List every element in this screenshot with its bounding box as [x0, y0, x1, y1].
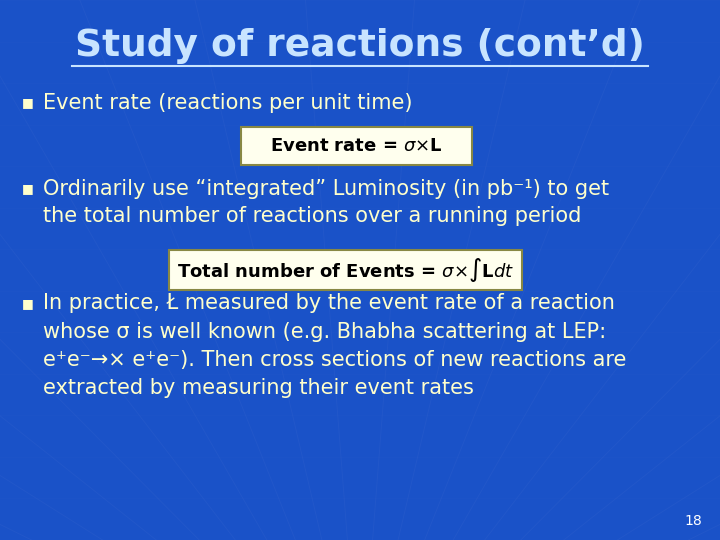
Text: ■: ■ — [22, 297, 33, 310]
Text: extracted by measuring their event rates: extracted by measuring their event rates — [43, 377, 474, 398]
Text: Event rate = $\sigma$$\times$L: Event rate = $\sigma$$\times$L — [270, 137, 443, 155]
Text: ■: ■ — [22, 183, 33, 195]
Text: Study of reactions (cont’d): Study of reactions (cont’d) — [75, 28, 645, 64]
Text: ■: ■ — [22, 96, 33, 109]
Text: 18: 18 — [684, 514, 702, 528]
Text: the total number of reactions over a running period: the total number of reactions over a run… — [43, 206, 582, 226]
FancyBboxPatch shape — [169, 249, 522, 291]
Text: Ordinarily use “integrated” Luminosity (in pb⁻¹) to get: Ordinarily use “integrated” Luminosity (… — [43, 179, 609, 199]
Text: Total number of Events = $\sigma$$\times$$\int$L$dt$: Total number of Events = $\sigma$$\times… — [177, 256, 514, 284]
Text: In practice, Ł measured by the event rate of a reaction: In practice, Ł measured by the event rat… — [43, 293, 615, 314]
FancyBboxPatch shape — [241, 127, 472, 165]
Text: whose σ is well known (e.g. Bhabha scattering at LEP:: whose σ is well known (e.g. Bhabha scatt… — [43, 321, 606, 342]
Text: Event rate (reactions per unit time): Event rate (reactions per unit time) — [43, 92, 413, 113]
Text: e⁺e⁻→× e⁺e⁻). Then cross sections of new reactions are: e⁺e⁻→× e⁺e⁻). Then cross sections of new… — [43, 349, 626, 370]
